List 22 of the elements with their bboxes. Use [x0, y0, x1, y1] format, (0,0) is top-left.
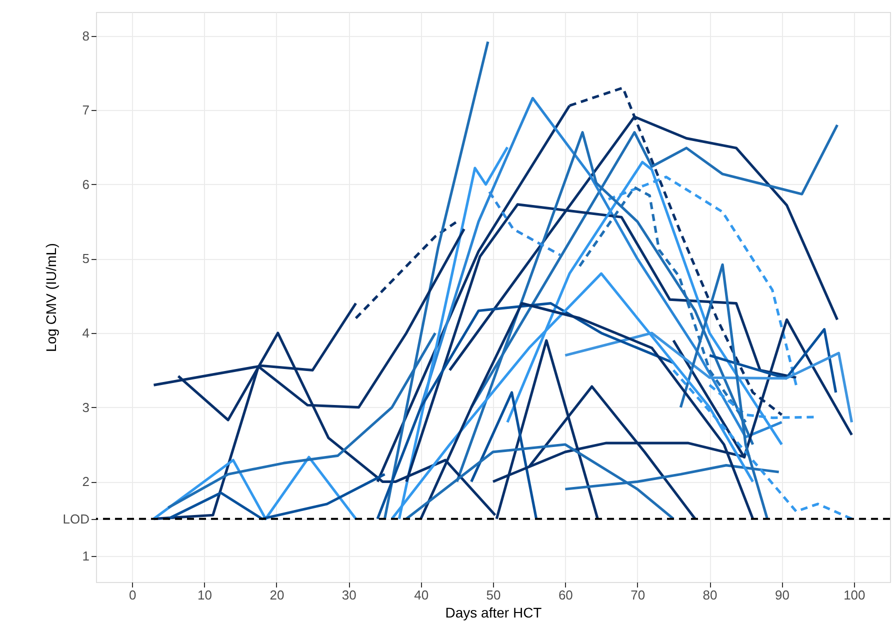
x-tick-label: 30 — [342, 588, 356, 602]
y-tick-label: 6 — [82, 176, 90, 192]
x-tick-label: 50 — [486, 588, 501, 602]
x-tick-label: 0 — [128, 588, 136, 602]
y-tick-label: 7 — [82, 102, 90, 118]
y-axis-title: Log CMV (IU/mL) — [42, 243, 59, 352]
y-tick-label: 3 — [82, 400, 90, 415]
x-tick-label: 60 — [558, 588, 573, 602]
y-tick-label: 8 — [82, 28, 90, 44]
y-tick-label: 2 — [82, 474, 90, 490]
x-tick-label: 40 — [414, 588, 429, 602]
y-tick-label: 5 — [82, 251, 90, 266]
x-tick-label: 10 — [198, 588, 212, 602]
y-tick-label: LOD — [62, 511, 90, 526]
x-tick-label: 70 — [630, 588, 646, 602]
y-tick-label: 4 — [82, 326, 90, 341]
x-axis-title: Days after HCT — [445, 604, 542, 620]
x-tick-label: 80 — [702, 588, 718, 602]
y-tick-label: 1 — [82, 548, 90, 564]
x-tick-label: 20 — [270, 588, 284, 602]
x-tick-label: 100 — [844, 588, 866, 602]
x-tick-label: 90 — [774, 588, 790, 602]
